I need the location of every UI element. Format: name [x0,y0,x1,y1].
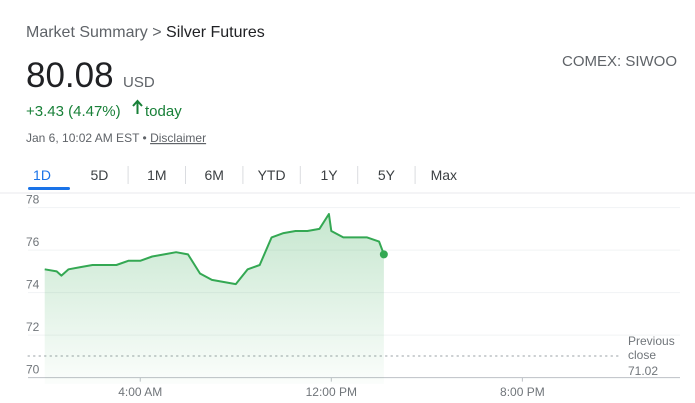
tab[interactable]: 1Y [320,167,338,183]
last-point [379,250,388,259]
period: today [145,103,182,120]
tab-indicator [28,187,70,190]
breadcrumb: Market Summary > Silver Futures [26,24,265,41]
x-tick-label: 8:00 PM [500,385,545,399]
previous-close-label: Previous [628,334,675,348]
price: 80.08 [26,56,114,95]
chart: 70 72 74 76 78 4:00 AM 12:00 PM 8:00 PM Previous… [26,193,680,399]
y-tick-label: 76 [26,235,40,249]
tab[interactable]: Max [431,167,457,183]
breadcrumb-current: Silver Futures [166,24,265,41]
area-fill [44,214,384,384]
tab[interactable]: 6M [204,167,223,183]
exchange: COMEX: SIWOO [562,53,677,70]
up-arrow [132,99,143,114]
price-line [44,213,385,286]
x-tick-label: 4:00 AM [118,385,162,399]
previous-close-label: close [628,348,656,362]
y-tick-label: 70 [26,363,40,377]
change: +3.43 (4.47%) [26,103,121,120]
tab[interactable]: 5Y [378,167,396,183]
previous-close-value: 71.02 [628,364,658,378]
disclaimer[interactable]: Disclaimer [150,131,206,145]
y-tick-label: 78 [26,193,40,207]
tab[interactable]: 5D [90,167,108,183]
y-tick-label: 74 [26,278,40,292]
breadcrumb-link[interactable]: Market Summary [26,24,148,41]
tab[interactable]: YTD [258,167,286,183]
timestamp-line: Jan 6, 10:02 AM EST • Disclaimer [26,131,206,145]
tabs: 1D 5D 1M 6M YTD 1Y 5Y Max [28,166,457,190]
tab[interactable]: 1D [33,167,51,183]
currency: USD [123,74,155,91]
timestamp: Jan 6, 10:02 AM EST [26,131,140,145]
breadcrumb-separator: > [152,24,161,41]
tab[interactable]: 1M [147,167,166,183]
x-tick-label: 12:00 PM [306,385,357,399]
y-tick-label: 72 [26,320,40,334]
dot: • [143,131,147,145]
